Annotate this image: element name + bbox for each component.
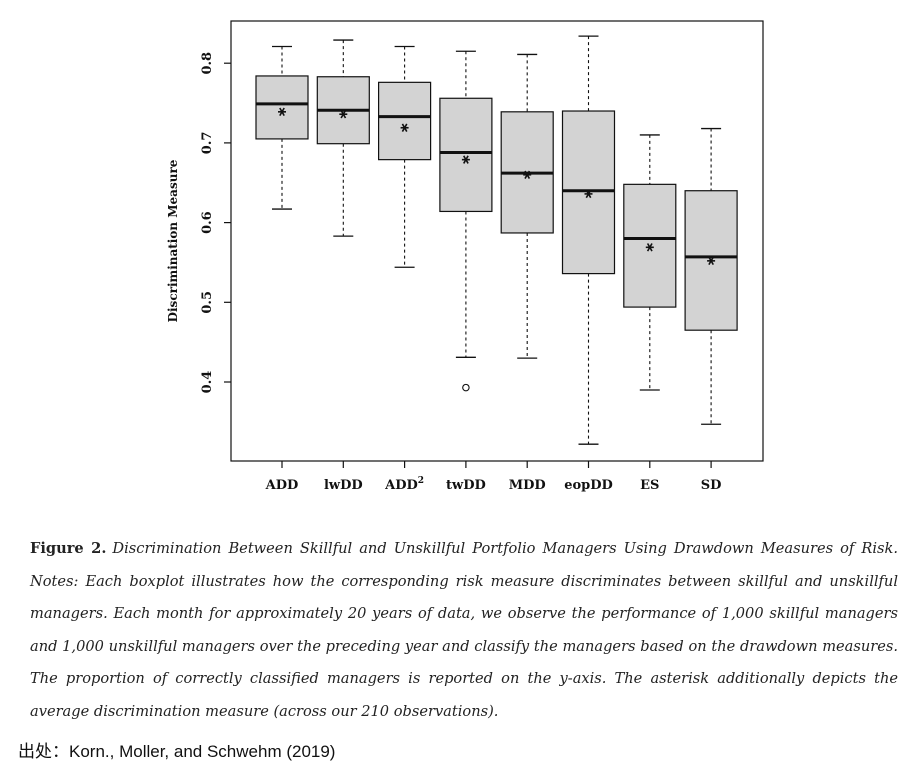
- box-twdd: [439, 50, 493, 392]
- y-tick-label: 0.5: [200, 291, 215, 314]
- mean-asterisk: [707, 256, 716, 266]
- x-tick-label: MDD: [509, 478, 546, 493]
- x-tick-label: ES: [640, 478, 659, 493]
- y-tick-label: 0.8: [200, 52, 215, 75]
- source-citation: 出处：Korn., Moller, and Schwehm (2019): [18, 742, 336, 761]
- x-tick-label-text: twDD: [446, 478, 486, 493]
- x-tick-label-text: ADD: [265, 478, 299, 493]
- box-mdd: [500, 53, 554, 359]
- plot-frame: [230, 20, 764, 462]
- iqr-box: [378, 81, 432, 161]
- boxes-group: [255, 35, 738, 445]
- outlier-point: [462, 383, 470, 392]
- box-add: [255, 45, 309, 210]
- y-tick-label: 0.4: [200, 371, 215, 394]
- x-tick-label: SD: [701, 478, 722, 493]
- mean-asterisk: [584, 189, 593, 199]
- mean-asterisk: [339, 110, 348, 119]
- mean-asterisk: [400, 123, 409, 132]
- box-es: [623, 134, 677, 391]
- x-tick-label: lwDD: [324, 478, 363, 493]
- y-tick-label: 0.7: [200, 132, 215, 155]
- boxplot-chart: 0.40.50.60.70.8 ADD lwDD ADD2 twDD MDD eopDD E…: [166, 20, 764, 493]
- x-tick-label-text: eopDD: [564, 478, 613, 493]
- x-tick-label-text: MDD: [509, 478, 546, 493]
- x-tick-label-text: lwDD: [324, 478, 363, 493]
- figure-label: Figure 2.: [30, 540, 107, 557]
- x-tick-label: ADD2: [384, 476, 424, 493]
- x-tick-label-text: SD: [701, 478, 722, 493]
- figure-caption-text: Discrimination Between Skillful and Unsk…: [30, 540, 898, 720]
- box-eopdd: [561, 35, 616, 445]
- mean-asterisk: [523, 170, 532, 179]
- y-axis: 0.4 0.5 0.6 0.7 0.8: [200, 52, 231, 393]
- box-lwdd: [316, 39, 370, 237]
- x-axis: ADD lwDD ADD2 twDD MDD eopDD ES SD: [265, 461, 722, 493]
- x-tick-label-superscript: 2: [418, 476, 424, 486]
- iqr-box: [439, 97, 493, 213]
- mean-asterisk: [645, 243, 654, 252]
- x-tick-label-text: ES: [640, 478, 659, 493]
- x-tick-label: eopDD: [564, 478, 613, 493]
- y-tick-label: 0.6: [200, 211, 215, 234]
- y-axis-label: Discrimination Measure: [166, 159, 180, 322]
- mean-asterisk: [461, 155, 470, 164]
- iqr-box: [255, 75, 309, 140]
- x-tick-label-text: ADD: [384, 478, 418, 493]
- mean-asterisk: [278, 107, 286, 117]
- x-tick-label: ADD: [265, 478, 299, 493]
- figure-caption: Figure 2. Discrimination Between Skillful…: [30, 533, 898, 728]
- box-sd: [684, 127, 738, 425]
- box-add-sup2: [378, 45, 432, 268]
- x-tick-label: twDD: [446, 478, 486, 493]
